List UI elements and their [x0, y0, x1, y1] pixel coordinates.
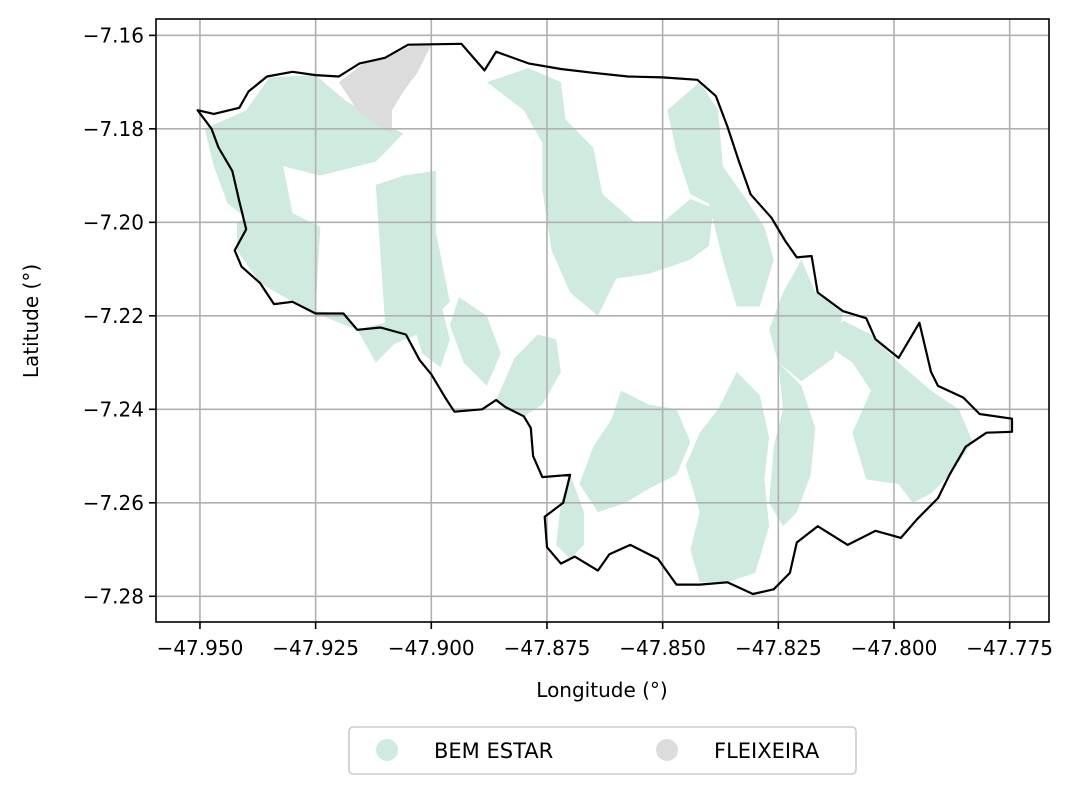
x-tick-label-4: −47.850 — [619, 636, 706, 660]
y-tick-label-1: −7.18 — [83, 117, 144, 141]
x-tick-label-1: −47.925 — [272, 636, 359, 660]
x-tick-label-6: −47.800 — [851, 636, 938, 660]
region-bem-estar-4 — [769, 259, 844, 382]
legend-label-bem-estar: BEM ESTAR — [434, 739, 553, 763]
axes-frame — [155, 18, 1050, 623]
region-bem-estar-2 — [486, 68, 714, 316]
region-bem-estar-1 — [237, 166, 450, 363]
x-tick-label-0: −47.950 — [157, 636, 244, 660]
x-tick-label-5: −47.825 — [735, 636, 822, 660]
region-bem-estar-6 — [685, 371, 770, 583]
legend-frame — [348, 726, 857, 775]
x-tick-label-2: −47.900 — [388, 636, 475, 660]
legend-label-fleixeira: FLEIXEIRA — [714, 739, 820, 763]
region-bem-estar-0 — [204, 75, 404, 218]
region-bem-estar-3 — [667, 82, 774, 307]
region-bem-estar-10 — [556, 474, 584, 559]
region-bem-estar-11 — [408, 255, 450, 368]
tick-layer: −47.950 −47.925 −47.900 −47.875 −47.850 −47.8… — [83, 23, 1053, 660]
region-bem-estar-7 — [769, 362, 816, 527]
legend-swatch-fleixeira — [656, 739, 678, 761]
region-bem-estar-12 — [449, 297, 501, 386]
y-tick-label-3: −7.22 — [83, 304, 144, 328]
x-axis-title: Longitude (°) — [536, 678, 667, 702]
grid-layer — [156, 19, 1049, 622]
y-axis-title: Latitude (°) — [19, 264, 43, 378]
x-tick-label-3: −47.875 — [504, 636, 591, 660]
y-tick-label-4: −7.24 — [83, 397, 144, 421]
legend-swatch-bem-estar — [376, 739, 398, 761]
boundary-layer — [196, 42, 1014, 596]
y-tick-label-6: −7.28 — [83, 584, 144, 608]
plot-area — [155, 18, 1050, 623]
y-tick-label-0: −7.16 — [83, 23, 144, 47]
x-tick-label-7: −47.775 — [966, 636, 1053, 660]
region-fleixeira-0 — [338, 44, 432, 134]
y-tick-label-5: −7.26 — [83, 491, 144, 515]
region-bem-estar-9 — [496, 334, 561, 417]
y-tick-label-2: −7.20 — [83, 210, 144, 234]
legend: BEM ESTAR FLEIXEIRA — [348, 726, 857, 775]
region-bem-estar-5 — [824, 320, 973, 503]
municipality-boundary — [196, 42, 1014, 596]
